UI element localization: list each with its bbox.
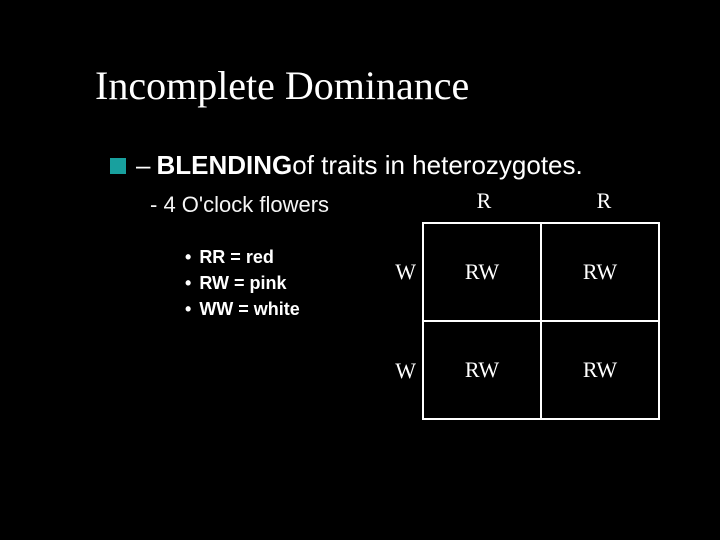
legend-item: • WW = white: [185, 296, 300, 322]
punnett-square: R R W RW RW W RW RW: [388, 188, 664, 420]
blending-bold: BLENDING: [156, 150, 292, 181]
dot-bullet-icon: •: [185, 296, 191, 322]
legend-text: RR = red: [199, 244, 274, 270]
legend-text: WW = white: [199, 296, 300, 322]
punnett-cell: RW: [540, 320, 660, 420]
dot-bullet-icon: •: [185, 244, 191, 270]
punnett-row: W RW RW: [388, 222, 664, 322]
main-bullet-line: – BLENDING of traits in heterozygotes.: [110, 150, 583, 181]
legend-text: RW = pink: [199, 270, 286, 296]
row-header: W: [388, 222, 424, 322]
legend-block: • RR = red • RW = pink • WW = white: [185, 244, 300, 322]
punnett-row: W RW RW: [388, 322, 664, 420]
sub-bullet-line: - 4 O'clock flowers: [150, 192, 329, 218]
punnett-col-headers: R R: [388, 188, 664, 222]
punnett-cell: RW: [422, 222, 542, 322]
dot-bullet-icon: •: [185, 270, 191, 296]
col-header: R: [544, 188, 664, 222]
slide-title: Incomplete Dominance: [95, 62, 469, 109]
blending-rest: of traits in heterozygotes.: [292, 150, 582, 181]
punnett-cell: RW: [540, 222, 660, 322]
punnett-cell: RW: [422, 320, 542, 420]
row-header: W: [388, 322, 424, 420]
legend-item: • RW = pink: [185, 270, 300, 296]
dash-text: –: [136, 150, 150, 181]
square-bullet-icon: [110, 158, 126, 174]
col-header: R: [424, 188, 544, 222]
legend-item: • RR = red: [185, 244, 300, 270]
